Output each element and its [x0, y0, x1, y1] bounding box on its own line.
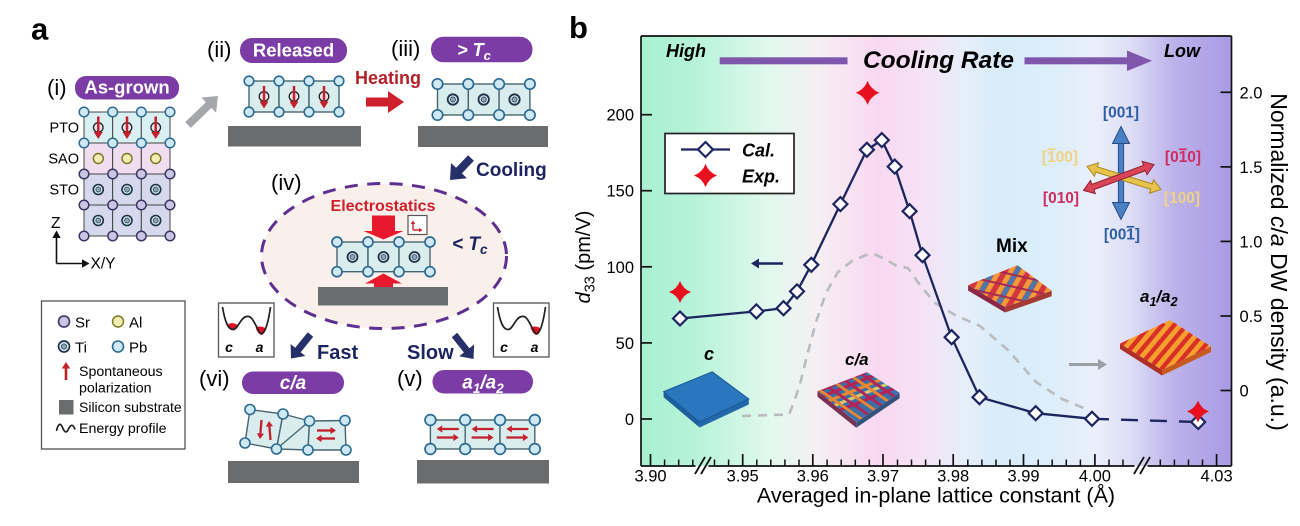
svg-text:a: a: [31, 12, 49, 47]
svg-text:100: 100: [606, 259, 634, 277]
svg-text:[001]: [001]: [1103, 105, 1139, 122]
svg-text:(v): (v): [397, 366, 423, 391]
svg-text:Averaged in-plane lattice cons: Averaged in-plane lattice constant (Å): [757, 484, 1115, 508]
svg-text:c/a: c/a: [845, 350, 869, 369]
svg-text:3.98: 3.98: [937, 468, 969, 486]
svg-text:Silicon substrate: Silicon substrate: [79, 399, 182, 415]
svg-text:3.96: 3.96: [797, 468, 829, 486]
svg-text:b: b: [569, 10, 588, 45]
svg-text:polarization: polarization: [79, 381, 152, 397]
svg-text:150: 150: [606, 183, 634, 201]
svg-text:(vi): (vi): [199, 366, 230, 391]
svg-text:Heating: Heating: [355, 68, 421, 88]
svg-text:[010]: [010]: [1043, 190, 1079, 207]
svg-text:(iii): (iii): [391, 36, 420, 61]
svg-text:(iv): (iv): [271, 170, 302, 195]
svg-text:3.95: 3.95: [727, 468, 759, 486]
svg-text:Cooling: Cooling: [476, 160, 547, 181]
svg-text:Z: Z: [51, 215, 60, 232]
svg-text:2.0: 2.0: [1240, 84, 1263, 102]
svg-text:4.03: 4.03: [1201, 468, 1233, 486]
svg-text:Pb: Pb: [129, 340, 147, 357]
svg-text:PTO: PTO: [49, 121, 79, 137]
svg-text:3.99: 3.99: [1007, 468, 1039, 486]
svg-text:Spontaneous: Spontaneous: [79, 364, 163, 380]
svg-text:a1/a2: a1/a2: [462, 373, 504, 397]
svg-text:1.5: 1.5: [1240, 159, 1263, 177]
svg-text:Exp.: Exp.: [742, 167, 780, 187]
svg-text:Electrostatics: Electrostatics: [331, 198, 436, 215]
svg-text:High: High: [666, 41, 706, 61]
svg-text:3.97: 3.97: [867, 468, 899, 486]
svg-text:200: 200: [606, 107, 634, 125]
svg-text:c: c: [500, 339, 508, 355]
svg-text:As-grown: As-grown: [84, 77, 169, 98]
svg-text:STO: STO: [49, 183, 79, 199]
svg-text:0: 0: [1240, 383, 1249, 401]
svg-text:c: c: [225, 339, 233, 355]
svg-text:Normalized c/a DW density (a.u: Normalized c/a DW density (a.u.): [1266, 93, 1292, 430]
svg-text:50: 50: [616, 335, 634, 353]
svg-text:(i): (i): [47, 75, 67, 100]
svg-text:c/a: c/a: [280, 373, 307, 394]
svg-text:Mix: Mix: [996, 236, 1028, 257]
svg-text:Al: Al: [129, 315, 142, 332]
svg-text:a: a: [531, 339, 539, 355]
svg-text:[100]: [100]: [1042, 149, 1078, 166]
svg-text:Slow: Slow: [407, 342, 454, 364]
svg-text:3.90: 3.90: [634, 468, 666, 486]
svg-text:Released: Released: [253, 40, 334, 61]
svg-text:0.5: 0.5: [1240, 308, 1263, 326]
svg-text:4.00: 4.00: [1079, 468, 1111, 486]
svg-text:Energy profile: Energy profile: [79, 421, 167, 437]
svg-text:Fast: Fast: [317, 342, 358, 364]
svg-text:0: 0: [625, 411, 634, 429]
svg-text:> Tc: > Tc: [457, 40, 492, 63]
svg-text:Low: Low: [1164, 41, 1201, 61]
svg-text:c: c: [704, 344, 714, 364]
svg-text:[010]: [010]: [1165, 149, 1201, 166]
svg-text:Sr: Sr: [75, 315, 90, 332]
svg-text:Cooling Rate: Cooling Rate: [863, 47, 1014, 74]
svg-text:X/Y: X/Y: [91, 256, 116, 273]
svg-text:d33 (pm/V): d33 (pm/V): [573, 211, 599, 304]
svg-text:SAO: SAO: [48, 152, 79, 168]
svg-text:Ti: Ti: [75, 340, 87, 357]
svg-text:1.0: 1.0: [1240, 233, 1263, 251]
svg-text:< Tc: < Tc: [452, 234, 488, 257]
svg-text:(ii): (ii): [207, 37, 231, 62]
svg-text:a1/a2: a1/a2: [1140, 287, 1178, 309]
svg-text:[100]: [100]: [1164, 190, 1200, 207]
svg-text:Cal.: Cal.: [742, 141, 775, 161]
svg-text:[001]: [001]: [1104, 227, 1140, 244]
svg-text:a: a: [256, 339, 264, 355]
